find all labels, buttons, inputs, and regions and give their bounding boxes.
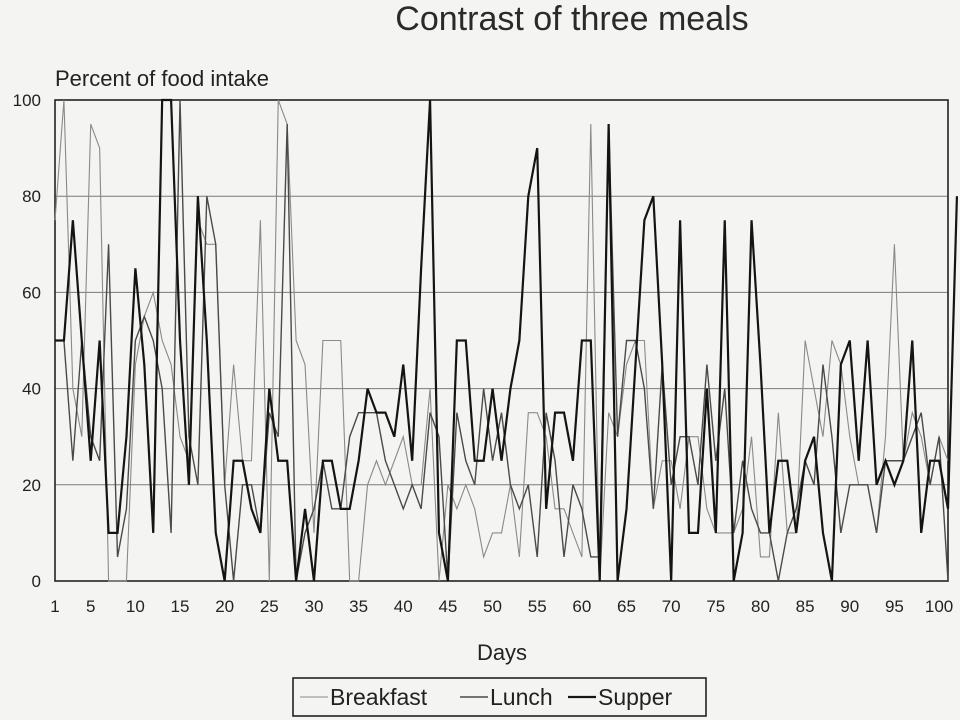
x-tick-label: 100 [925, 597, 953, 616]
legend-label-lunch: Lunch [490, 684, 553, 710]
series-line-lunch [55, 99, 949, 582]
x-tick-label: 45 [438, 597, 457, 616]
x-tick-label: 20 [215, 597, 234, 616]
y-tick-label: 100 [13, 91, 41, 110]
x-tick-label: 65 [617, 597, 636, 616]
x-tick-label: 25 [260, 597, 279, 616]
x-tick-label: 55 [528, 597, 547, 616]
y-axis-title: Percent of food intake [55, 66, 269, 91]
x-tick-label: 70 [662, 597, 681, 616]
x-tick-label: 90 [840, 597, 859, 616]
y-tick-label: 40 [22, 380, 41, 399]
x-axis-ticks: 1 5 10 15 20 25 30 35 40 45 50 55 60 65 70 75 80 85 90 95 10… [50, 597, 953, 616]
x-tick-label: 80 [751, 597, 770, 616]
x-axis-title: Days [477, 640, 527, 665]
y-tick-label: 80 [22, 187, 41, 206]
x-tick-label: 85 [796, 597, 815, 616]
legend-box [292, 677, 707, 717]
legend: Breakfast Lunch Supper [292, 677, 707, 717]
plot-frame [54, 99, 949, 582]
x-tick-label: 40 [394, 597, 413, 616]
series-lines [54, 98, 959, 582]
x-tick-label: 50 [483, 597, 502, 616]
legend-label-breakfast: Breakfast [330, 684, 428, 710]
series-line-breakfast [54, 99, 949, 582]
chart-title: Contrast of three meals [395, 0, 748, 38]
y-axis-ticks: 0 20 40 60 80 100 [13, 91, 41, 591]
y-tick-label: 0 [32, 572, 41, 591]
x-tick-label: 10 [126, 597, 145, 616]
x-tick-label: 15 [171, 597, 190, 616]
x-tick-label: 1 [50, 597, 59, 616]
y-tick-label: 20 [22, 476, 41, 495]
x-tick-label: 5 [86, 597, 95, 616]
x-tick-label: 75 [706, 597, 725, 616]
x-tick-label: 30 [305, 597, 324, 616]
y-tick-label: 60 [22, 283, 41, 302]
x-tick-label: 35 [349, 597, 368, 616]
x-tick-label: 60 [572, 597, 591, 616]
x-tick-label: 95 [885, 597, 904, 616]
legend-label-supper: Supper [598, 684, 673, 710]
series-line-supper [55, 98, 959, 582]
